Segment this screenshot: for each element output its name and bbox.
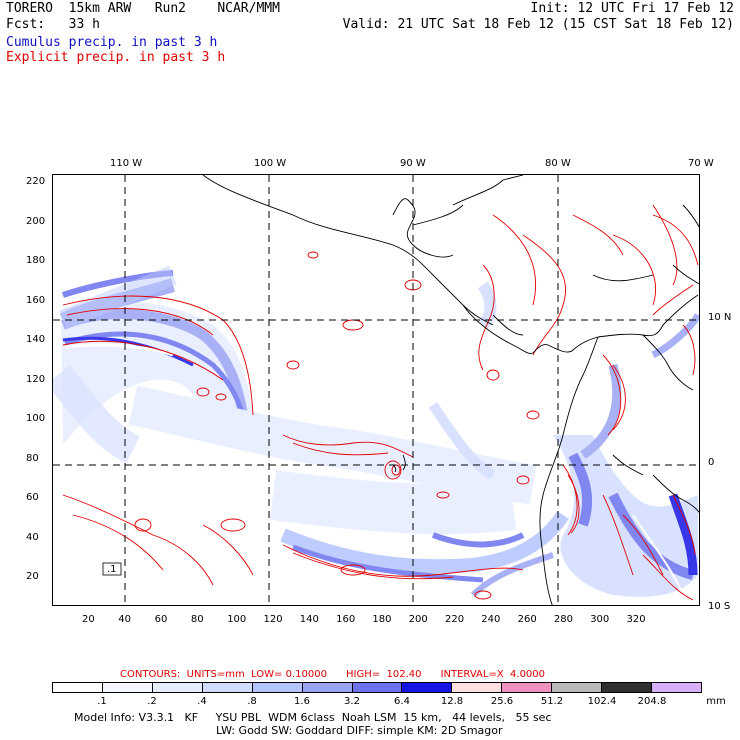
colorbar-label: 25.6 xyxy=(490,696,514,707)
x-tick-label: 100 xyxy=(227,614,247,625)
x-tick-label: 200 xyxy=(408,614,428,625)
lat-label-10n: 10 N xyxy=(708,312,732,323)
y-tick-label: 140 xyxy=(26,334,46,345)
colorbar-unit: mm xyxy=(706,696,726,707)
model-info: Model Info: V3.3.1 KF YSU PBL WDM 6class… xyxy=(74,711,552,724)
colorbar-swatch xyxy=(402,683,453,692)
lon-label-90w: 90 W xyxy=(400,158,426,169)
colorbar-swatch xyxy=(152,683,203,692)
colorbar-swatch xyxy=(602,683,653,692)
y-tick-label: 200 xyxy=(26,215,46,227)
colorbar xyxy=(52,682,702,693)
graticule xyxy=(53,175,699,605)
colorbar-label: 102.4 xyxy=(587,696,617,707)
explicit-precip-contours xyxy=(62,204,699,601)
coastlines xyxy=(202,175,699,605)
valid-time: Valid: 21 UTC Sat 18 Feb 12 (15 CST Sat … xyxy=(342,17,734,32)
colorbar-swatch xyxy=(202,683,253,692)
y-tick-label: 40 xyxy=(26,531,39,543)
x-tick-label: 280 xyxy=(553,614,573,625)
colorbar-swatch xyxy=(352,683,403,692)
colorbar-label: 12.8 xyxy=(440,696,464,707)
colorbar-label: 6.4 xyxy=(394,696,410,707)
plot-title: TORERO 15km ARW Run2 NCAR/MMM xyxy=(6,1,280,16)
x-tick-label: 140 xyxy=(299,614,319,625)
lon-label-110w: 110 W xyxy=(110,158,143,169)
precip-map: .1 xyxy=(52,174,700,606)
x-tick-label: 40 xyxy=(118,614,132,625)
y-tick-label: 80 xyxy=(26,452,39,464)
legend-explicit: Explicit precip. in past 3 h xyxy=(6,50,226,65)
colorbar-label: 1.6 xyxy=(294,696,310,707)
init-time: Init: 12 UTC Fri 17 Feb 12 xyxy=(530,1,735,16)
x-tick-label: 180 xyxy=(372,614,392,625)
colorbar-label: .4 xyxy=(197,696,207,707)
colorbar-label: .1 xyxy=(97,696,107,707)
min-label-box xyxy=(102,562,122,576)
x-tick-label: 300 xyxy=(590,614,610,625)
y-tick-label: 20 xyxy=(26,571,39,582)
model-physics: LW: Godd SW: Goddard DIFF: simple KM: 2D… xyxy=(216,724,503,737)
colorbar-label: 51.2 xyxy=(540,696,564,707)
x-tick-label: 80 xyxy=(190,614,204,625)
lon-label-70w: 70 W xyxy=(688,158,714,169)
colorbar-swatch xyxy=(53,683,103,692)
lat-label-0: 0 xyxy=(708,457,715,468)
colorbar-swatch xyxy=(452,683,503,692)
x-tick-label: 60 xyxy=(154,614,168,625)
x-tick-label: 220 xyxy=(445,614,465,625)
colorbar-label: 3.2 xyxy=(344,696,360,707)
lon-label-100w: 100 W xyxy=(254,158,287,169)
cumulus-precip-shading xyxy=(53,265,699,598)
x-tick-label: 160 xyxy=(336,614,356,625)
y-tick-label: 120 xyxy=(26,373,46,385)
lon-label-80w: 80 W xyxy=(545,158,571,169)
legend-cumulus: Cumulus precip. in past 3 h xyxy=(6,35,218,50)
forecast-hour: Fcst: 33 h xyxy=(6,17,100,32)
contours-info: CONTOURS: UNITS=mm LOW= 0.10000 HIGH= 10… xyxy=(120,669,546,680)
colorbar-swatch xyxy=(102,683,153,692)
x-tick-label: 20 xyxy=(82,614,95,625)
y-tick-label: 100 xyxy=(26,413,46,424)
colorbar-swatch xyxy=(252,683,303,692)
x-tick-label: 320 xyxy=(626,614,646,625)
colorbar-label: 204.8 xyxy=(637,696,667,707)
colorbar-swatch xyxy=(302,683,353,692)
y-tick-label: 160 xyxy=(26,294,46,306)
min-value-label: .1 xyxy=(107,564,117,575)
x-tick-label: 260 xyxy=(517,614,537,625)
y-tick-label: 220 xyxy=(26,176,46,187)
colorbar-label: .2 xyxy=(147,696,157,707)
colorbar-label: .8 xyxy=(247,696,257,707)
map-canvas xyxy=(53,175,699,605)
x-tick-label: 240 xyxy=(481,614,501,625)
x-tick-label: 120 xyxy=(263,614,283,625)
colorbar-swatch xyxy=(652,683,701,692)
y-tick-label: 60 xyxy=(26,492,39,503)
lat-label-10s: 10 S xyxy=(708,601,731,612)
colorbar-swatch xyxy=(502,683,553,692)
colorbar-swatch xyxy=(552,683,603,692)
y-tick-label: 180 xyxy=(26,255,46,266)
